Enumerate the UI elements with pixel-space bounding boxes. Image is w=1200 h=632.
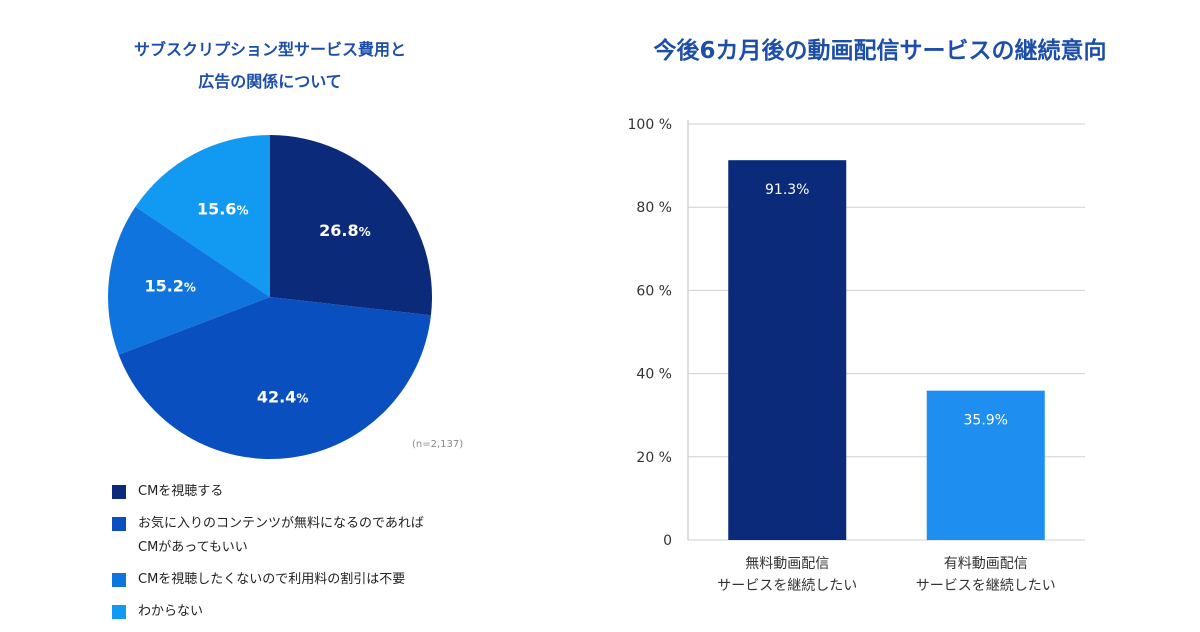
x-category-label: サービスを継続したい — [717, 577, 857, 594]
legend-label: CMを視聴したくないので利用料の割引は不要 — [138, 572, 406, 587]
y-tick-label: 20 % — [636, 450, 672, 466]
pie-slice-label: 26.8% — [319, 221, 371, 240]
bar-chart-panel: 今後6カ月後の動画配信サービスの継続意向 0 20 % 40 % 60 % 80 % 10… — [560, 0, 1200, 630]
legend-label: CMを視聴する — [138, 484, 224, 499]
y-tick-label: 100 % — [628, 117, 672, 133]
legend-swatch — [112, 485, 126, 499]
pie-sample-size-note: (n=2,137) — [412, 439, 463, 450]
pie-slice — [135, 135, 270, 297]
legend-item: CMを視聴する — [112, 480, 472, 504]
x-category-label: 無料動画配信 — [745, 556, 829, 572]
bar-value-label: 35.9% — [964, 413, 1008, 429]
pie-chart-title-line-1: サブスクリプション型サービス費用と — [133, 40, 406, 59]
pie-legend: CMを視聴する お気に入りのコンテンツが無料になるのであればCMがあってもいい … — [112, 480, 472, 632]
bar — [926, 390, 1045, 540]
legend-swatch — [112, 573, 126, 587]
pie-chart: (n=2,137) 26.8% 42.4% 15.2% 15.6% — [107, 135, 463, 460]
y-tick-label: 40 % — [636, 367, 672, 383]
pie-slice — [118, 297, 431, 460]
y-tick-label: 60 % — [636, 283, 672, 299]
x-category-label: サービスを継続したい — [916, 577, 1056, 594]
bar-chart-title: 今後6カ月後の動画配信サービスの継続意向 — [653, 38, 1107, 64]
legend-label: お気に入りのコンテンツが無料になるのであればCMがあってもいい — [138, 516, 424, 555]
y-tick-label: 80 % — [636, 200, 672, 216]
bar-value-label: 91.3% — [765, 182, 809, 198]
x-category-label: 有料動画配信 — [944, 556, 1028, 572]
bar — [728, 160, 847, 540]
legend-item: お気に入りのコンテンツが無料になるのであればCMがあってもいい — [112, 512, 472, 560]
pie-chart-title-line-2: 広告の関係について — [198, 72, 342, 91]
y-tick-label: 0 — [663, 533, 672, 549]
pie-slice — [270, 135, 432, 316]
legend-swatch — [112, 605, 126, 619]
pie-slice-label: 15.2% — [144, 277, 196, 296]
legend-item: CMを視聴したくないので利用料の割引は不要 — [112, 568, 472, 592]
pie-chart-panel: サブスクリプション型サービス費用と 広告の関係について (n=2,137) 26… — [0, 0, 540, 630]
legend-swatch — [112, 517, 126, 531]
pie-slice-label: 42.4% — [257, 388, 309, 407]
pie-slice — [107, 206, 270, 355]
bar-chart: 0 20 % 40 % 60 % 80 % 100 % 91.3% 無料動画配信サービスを継続… — [628, 117, 1085, 594]
pie-slice-label: 15.6% — [197, 199, 249, 218]
legend-item: わからない — [112, 600, 472, 624]
legend-label: わからない — [138, 604, 204, 619]
